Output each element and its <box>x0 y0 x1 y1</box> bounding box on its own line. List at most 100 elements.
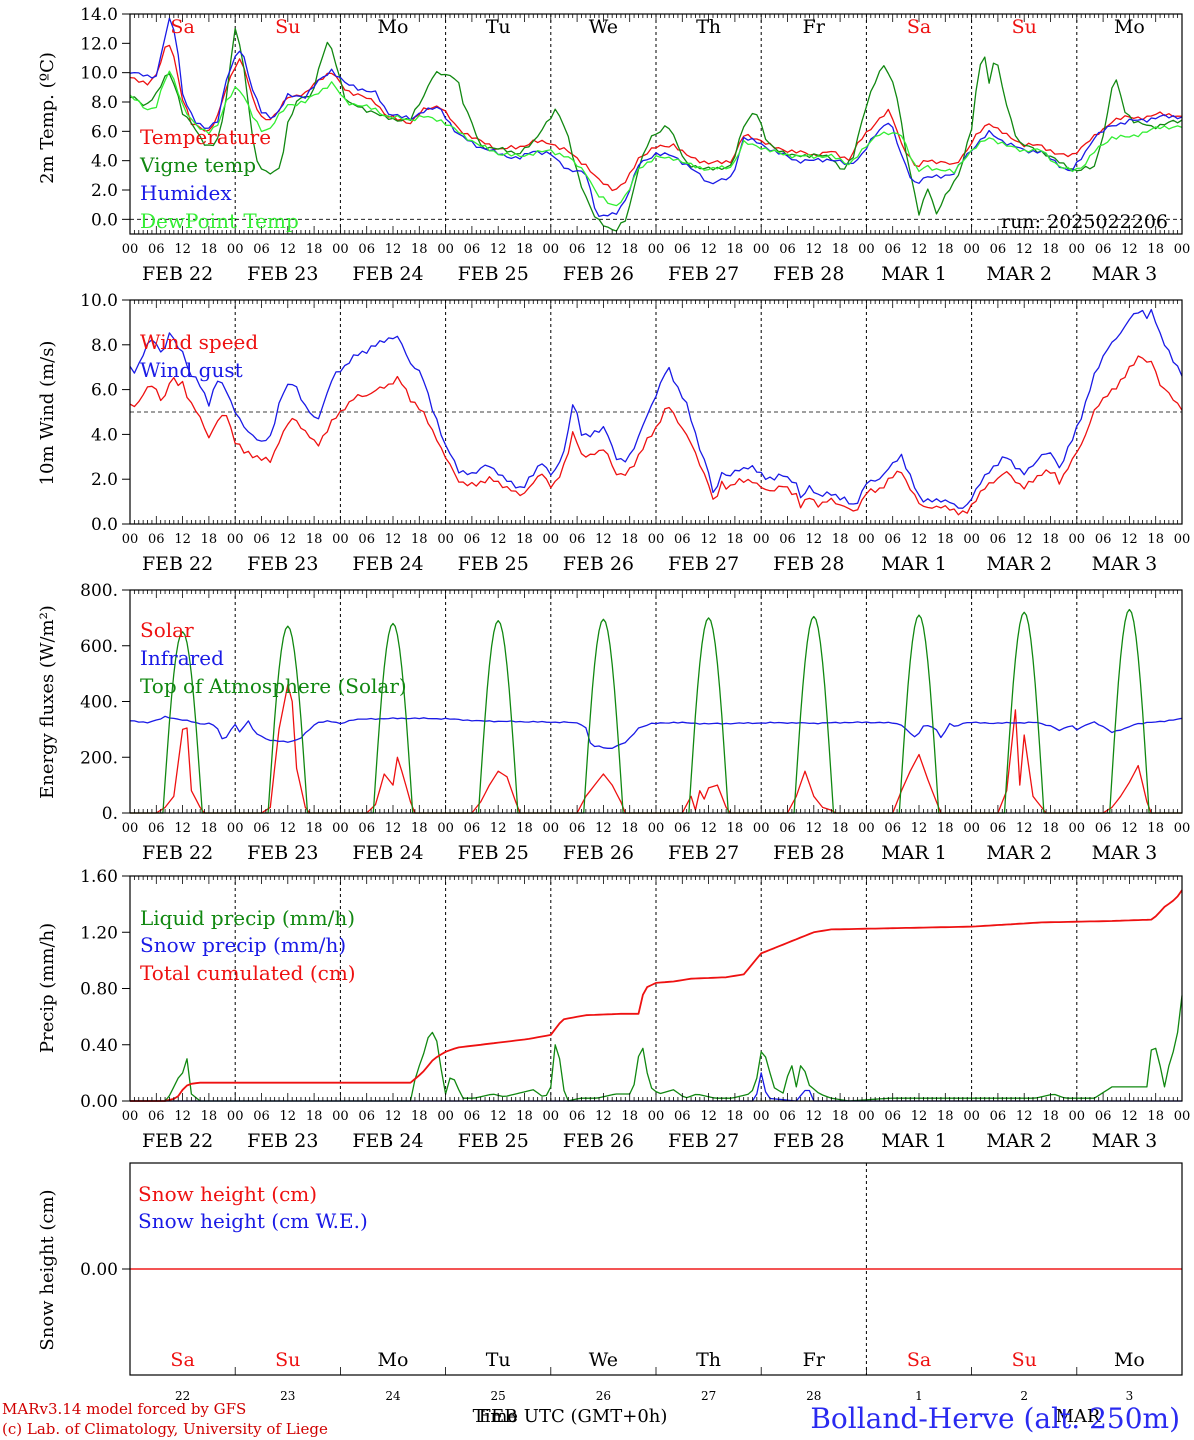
x-hour-label: 00 <box>1069 1109 1086 1124</box>
x-date-label: MAR 1 <box>881 553 947 575</box>
day-name-label: Fr <box>803 16 826 38</box>
x-hour-label: 00 <box>543 821 560 836</box>
x-hour-label: 18 <box>937 532 954 547</box>
x-hour-label: 00 <box>963 242 980 257</box>
x-daynum-label: 24 <box>385 1389 401 1403</box>
day-name-label: Mo <box>1114 16 1145 38</box>
x-hour-label: 12 <box>700 821 717 836</box>
x-hour-label: 18 <box>937 1109 954 1124</box>
x-hour-label: 00 <box>858 242 875 257</box>
x-hour-label: 06 <box>990 242 1007 257</box>
x-date-label: FEB 22 <box>142 263 213 285</box>
x-date-label: FEB 28 <box>773 1130 844 1152</box>
x-daynum-label: 23 <box>280 1389 295 1403</box>
x-daynum-label: 26 <box>596 1389 611 1403</box>
day-name-label: Su <box>1012 16 1037 38</box>
y-tick-label: 2.0 <box>91 470 118 490</box>
day-name-label: Su <box>1012 1349 1037 1371</box>
x-hour-label: 12 <box>174 1109 191 1124</box>
x-hour-label: 06 <box>674 532 691 547</box>
x-hour-label: 06 <box>358 821 375 836</box>
x-hour-label: 06 <box>358 1109 375 1124</box>
x-hour-label: 12 <box>700 532 717 547</box>
x-hour-label: 00 <box>1174 1109 1191 1124</box>
legend-liquid-precip: Liquid precip (mm/h) <box>140 906 355 930</box>
x-hour-label: 06 <box>674 1109 691 1124</box>
x-hour-label: 18 <box>832 532 849 547</box>
snow-y-label: Snow height (cm) <box>37 1189 58 1350</box>
x-hour-label: 12 <box>1016 532 1033 547</box>
x-hour-label: 06 <box>569 242 586 257</box>
panel-energy: 0. 200. 400. 600. 800. 00 06 12 18 00 06 12 18 00 06 12… <box>37 581 1190 864</box>
x-hour-label: 18 <box>1042 1109 1059 1124</box>
legend-dewpoint-temp: DewPoint Temp <box>140 209 299 233</box>
month-overlay-mar: MAR <box>1056 1406 1101 1427</box>
x-hour-label: 06 <box>990 821 1007 836</box>
wind-y-label: 10m Wind (m/s) <box>37 341 58 486</box>
x-hour-label: 00 <box>332 821 349 836</box>
panel-precip: 0.00 0.40 0.80 1.20 1.60 00 06 12 18 00 06 12 18 00 06… <box>37 867 1190 1152</box>
x-hour-label: 06 <box>884 242 901 257</box>
x-hour-label: 18 <box>201 821 218 836</box>
y-tick-label: 0.40 <box>80 1036 118 1056</box>
wind-grid <box>130 300 1182 524</box>
x-date-label: MAR 2 <box>986 1130 1052 1152</box>
x-date-label: FEB 25 <box>458 553 529 575</box>
x-hour-label: 06 <box>884 821 901 836</box>
day-name-label: We <box>589 1349 618 1371</box>
x-hour-label: 00 <box>963 532 980 547</box>
y-tick-label: 200. <box>80 748 118 768</box>
day-name-label: We <box>589 16 618 38</box>
x-date-label: FEB 25 <box>458 263 529 285</box>
x-date-label: FEB 22 <box>142 1130 213 1152</box>
x-hour-label: 06 <box>358 242 375 257</box>
run-label: run: 2025022206 <box>1001 211 1168 233</box>
day-name-label: Mo <box>378 1349 409 1371</box>
y-tick-label: 0.80 <box>80 980 118 1000</box>
panel-temperature: 0.0 2.0 4.0 6.0 8.0 10.0 12.0 14.0 00 06 12 18 00 06 1… <box>37 5 1190 285</box>
x-hour-label: 12 <box>595 821 612 836</box>
x-hour-label: 06 <box>464 821 481 836</box>
x-date-label: FEB 24 <box>352 1130 423 1152</box>
x-hour-label: 18 <box>1147 532 1164 547</box>
y-tick-label: 0.00 <box>80 1260 118 1280</box>
x-date-label: MAR 1 <box>881 842 947 864</box>
x-hour-label: 00 <box>858 821 875 836</box>
x-date-label: FEB 26 <box>563 842 634 864</box>
x-hour-label: 12 <box>595 242 612 257</box>
x-hour-label: 00 <box>1069 242 1086 257</box>
x-hour-label: 18 <box>621 821 638 836</box>
x-hour-label: 00 <box>332 242 349 257</box>
x-hour-label: 12 <box>280 242 297 257</box>
y-tick-label: 400. <box>80 693 118 713</box>
x-hour-label: 18 <box>516 821 533 836</box>
x-hour-label: 00 <box>122 1109 139 1124</box>
x-hour-label: 18 <box>621 532 638 547</box>
x-hour-label: 06 <box>1095 532 1112 547</box>
y-tick-label: 0.0 <box>91 210 118 230</box>
y-tick-label: 4.0 <box>91 152 118 172</box>
x-hour-label: 12 <box>280 1109 297 1124</box>
x-hour-label: 12 <box>595 1109 612 1124</box>
legend-snow-height-cm: Snow height (cm) <box>138 1182 317 1206</box>
x-hour-label: 00 <box>227 1109 244 1124</box>
x-hour-label: 12 <box>806 242 823 257</box>
x-daynum-label: 25 <box>491 1389 506 1403</box>
x-daynum-label: 22 <box>175 1389 190 1403</box>
x-date-label: FEB 23 <box>247 553 318 575</box>
x-hour-label: 06 <box>779 1109 796 1124</box>
y-tick-label: 6.0 <box>91 381 118 401</box>
x-hour-label: 18 <box>516 242 533 257</box>
x-hour-label: 12 <box>1016 1109 1033 1124</box>
day-name-label: Sa <box>170 1349 194 1371</box>
x-hour-label: 00 <box>227 242 244 257</box>
x-hour-label: 18 <box>516 1109 533 1124</box>
month-overlay: FEB <box>479 1406 518 1427</box>
x-hour-label: 12 <box>911 1109 928 1124</box>
series-line-total-cumulated-cm- <box>130 889 1183 1102</box>
x-date-label: MAR 2 <box>986 263 1052 285</box>
x-hour-label: 06 <box>990 532 1007 547</box>
x-hour-label: 00 <box>543 532 560 547</box>
x-hour-label: 06 <box>1095 242 1112 257</box>
